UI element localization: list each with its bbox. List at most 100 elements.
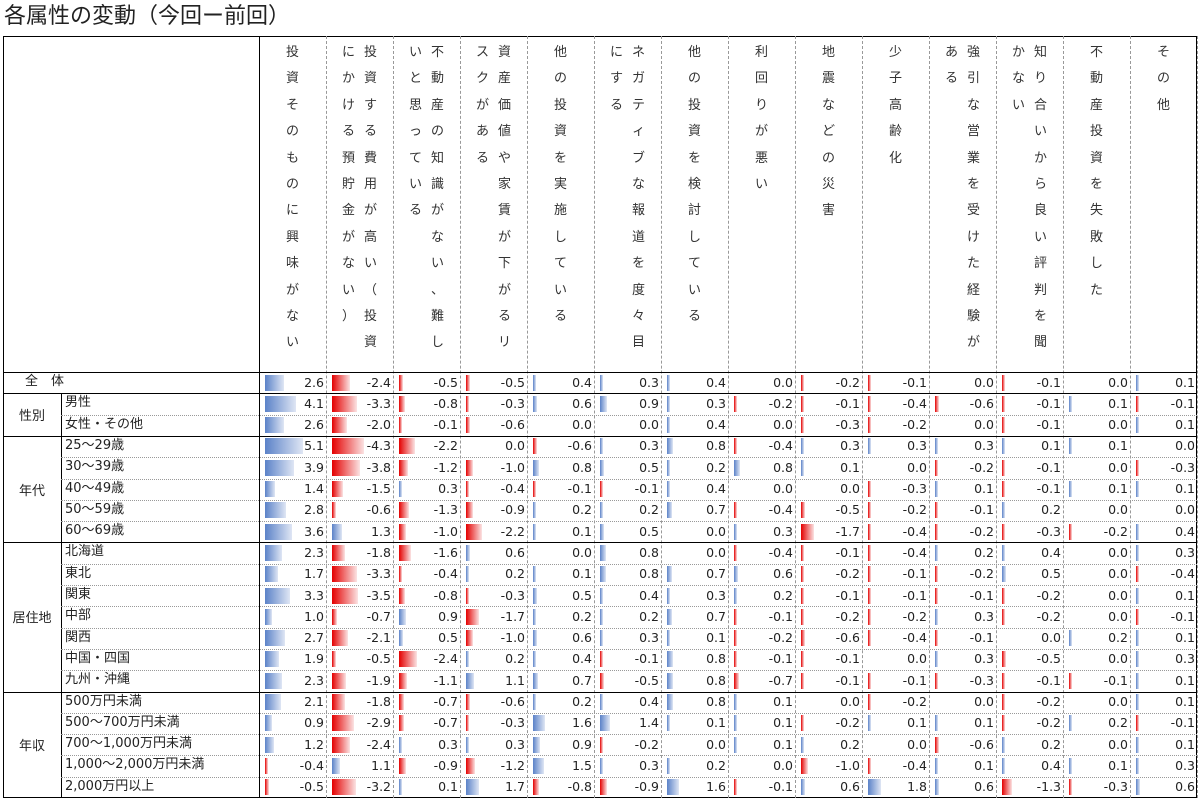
- value-bar: [667, 374, 670, 391]
- value-bar: [466, 544, 471, 561]
- data-cell: 0.9: [393, 607, 460, 627]
- value-bar: [399, 757, 406, 774]
- data-cell: -0.1: [1130, 713, 1197, 733]
- data-cell: 1.6: [527, 713, 594, 733]
- data-cell: 1.8: [862, 777, 929, 797]
- value-bar: [399, 395, 405, 412]
- data-cell: 0.0: [862, 649, 929, 669]
- value-bar: [1136, 757, 1139, 774]
- header-char: る: [944, 71, 958, 87]
- data-cell: 0.0: [929, 373, 996, 393]
- cell-value: -0.1: [902, 672, 927, 688]
- value-bar: [1136, 417, 1139, 434]
- cell-value: 0.3: [505, 736, 525, 752]
- value-bar: [1069, 630, 1072, 647]
- cell-value: 1.7: [505, 779, 525, 795]
- cell-value: 0.3: [706, 395, 726, 411]
- value-bar: [734, 694, 737, 710]
- cell-value: 0.8: [639, 566, 659, 582]
- header-text-column: にする: [610, 40, 624, 119]
- value-bar: [600, 374, 603, 391]
- cell-value: -0.7: [768, 672, 793, 688]
- data-cell: 1.0: [259, 607, 326, 627]
- header-char: 施: [553, 203, 567, 219]
- data-cell: 0.1: [527, 564, 594, 584]
- column-header: 不動産の知識がない、難しいと思っている: [393, 40, 460, 368]
- column-divider: [862, 36, 863, 798]
- data-cell: 1.6: [661, 777, 728, 797]
- cell-value: 2.8: [304, 502, 324, 518]
- value-bar: [399, 523, 407, 540]
- data-cell: 0.0: [661, 735, 728, 755]
- cell-value: 0.1: [1175, 694, 1195, 709]
- data-cell: -0.5: [795, 500, 862, 520]
- data-cell: 0.1: [1130, 628, 1197, 648]
- header-char: 識: [430, 176, 444, 192]
- data-cell: -1.3: [996, 777, 1063, 797]
- header-char: 不: [430, 45, 444, 60]
- data-cell: -0.2: [996, 607, 1063, 627]
- row-divider: [61, 712, 1197, 714]
- cell-value: -0.3: [902, 481, 927, 496]
- value-bar: [332, 608, 338, 625]
- column-divider: [259, 36, 260, 798]
- cell-value: -0.1: [768, 779, 793, 795]
- data-cell: 0.0: [728, 756, 795, 776]
- data-cell: -1.9: [326, 671, 393, 691]
- cell-value: 0.1: [572, 566, 592, 582]
- value-bar: [801, 438, 804, 455]
- value-bar: [1136, 481, 1139, 497]
- cell-value: 0.0: [572, 417, 592, 433]
- value-bar: [600, 395, 607, 412]
- header-char: 災: [821, 176, 835, 192]
- data-cell: 0.1: [661, 628, 728, 648]
- cell-value: 0.9: [572, 736, 592, 752]
- value-bar: [734, 608, 737, 625]
- cell-value: -1.0: [433, 523, 458, 539]
- cell-value: -0.4: [500, 481, 525, 496]
- value-bar: [734, 459, 740, 476]
- data-cell: 0.8: [594, 543, 661, 563]
- value-bar: [265, 672, 283, 689]
- row-label: 関東: [65, 587, 92, 602]
- header-char: 資: [553, 124, 567, 140]
- value-bar: [466, 715, 469, 732]
- value-bar: [1136, 395, 1139, 412]
- data-cell: -0.4: [862, 543, 929, 563]
- value-bar: [801, 395, 804, 412]
- value-bar: [399, 374, 403, 391]
- cell-value: -0.4: [768, 502, 793, 518]
- data-cell: -0.3: [929, 671, 996, 691]
- data-cell: 0.0: [795, 692, 862, 712]
- data-cell: -3.5: [326, 586, 393, 606]
- value-bar: [1002, 779, 1012, 796]
- cell-value: 0.3: [1175, 757, 1195, 773]
- row-label: 50〜59歳: [65, 501, 125, 517]
- header-char: に: [285, 203, 299, 219]
- header-char: 知: [430, 150, 444, 166]
- value-bar: [399, 502, 409, 519]
- cell-value: 0.3: [639, 757, 659, 773]
- cell-value: 0.1: [1175, 481, 1195, 496]
- header-char: る: [553, 308, 567, 324]
- data-cell: 0.5: [594, 458, 661, 478]
- cell-value: -0.6: [969, 395, 994, 411]
- cell-value: -0.4: [902, 630, 927, 646]
- cell-value: 0.9: [304, 715, 324, 731]
- cell-value: 3.9: [304, 459, 324, 475]
- data-cell: -0.1: [862, 671, 929, 691]
- row-divider: [61, 606, 1197, 608]
- data-cell: -0.9: [393, 756, 460, 776]
- cell-value: -0.7: [366, 608, 391, 624]
- value-bar: [734, 736, 737, 753]
- data-cell: -0.5: [460, 373, 527, 393]
- value-bar: [734, 715, 737, 732]
- value-bar: [466, 587, 469, 604]
- cell-value: 0.1: [974, 715, 994, 731]
- row-divider: [61, 648, 1197, 650]
- cell-value: -1.0: [835, 757, 860, 773]
- header-char: 知: [1033, 45, 1047, 60]
- value-bar: [868, 779, 882, 796]
- header-char: い: [1033, 229, 1047, 245]
- cell-value: 0.1: [1108, 757, 1128, 773]
